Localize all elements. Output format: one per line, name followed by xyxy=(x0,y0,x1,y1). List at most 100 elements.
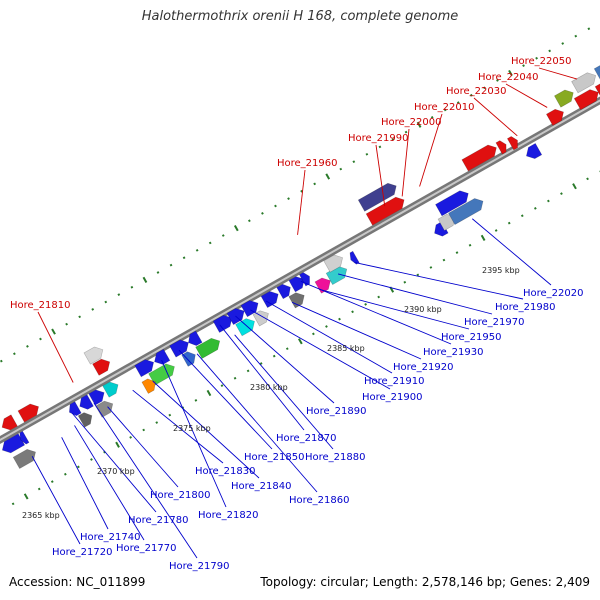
top-leader-6 xyxy=(505,83,548,108)
guide-tick xyxy=(65,322,68,326)
bottom-label-hore_21840: Hore_21840 xyxy=(231,481,292,492)
guide-tick xyxy=(339,167,343,171)
guide-tick xyxy=(313,182,317,186)
bottom-leader-6 xyxy=(161,359,227,508)
guide-tick xyxy=(50,480,54,484)
map-title: Halothermothrix orenii H 168, complete g… xyxy=(141,9,459,24)
guide-tick xyxy=(26,344,29,348)
guide-tick xyxy=(469,93,473,97)
bottom-leader-17 xyxy=(300,280,452,345)
guide-tick xyxy=(364,303,367,306)
guide-tick xyxy=(520,214,524,218)
bottom-leader-5 xyxy=(107,406,179,488)
guide-tick xyxy=(297,338,303,345)
guide-tick xyxy=(129,435,132,439)
bottom-label-hore_21890: Hore_21890 xyxy=(306,406,367,417)
backbone-highlight xyxy=(0,99,600,442)
guide-tick xyxy=(168,413,172,417)
guide-tick xyxy=(365,152,369,156)
gene-arrow-29 xyxy=(298,272,310,287)
guide-tick xyxy=(312,332,315,336)
top-leader-5 xyxy=(473,97,518,137)
gene-arrow-21 xyxy=(212,314,233,333)
guide-tick xyxy=(325,325,328,328)
guide-tick xyxy=(325,173,331,180)
gene-arrow-24 xyxy=(235,318,255,337)
guide-tick xyxy=(442,258,446,262)
gene-arrow-13 xyxy=(134,359,154,378)
guide-tick xyxy=(13,352,16,356)
gene-arrow-27 xyxy=(276,283,291,300)
gene-arrow-33 xyxy=(323,254,343,273)
top-leader-0 xyxy=(37,311,74,383)
gene-arrow-17 xyxy=(169,339,189,358)
top-label-hore_22030: Hore_22030 xyxy=(446,86,507,97)
guide-tick xyxy=(206,389,212,397)
guide-tick xyxy=(483,86,486,90)
bottom-label-hore_22020: Hore_22020 xyxy=(523,288,584,299)
guide-tick xyxy=(208,241,212,245)
top-label-hore_22010: Hore_22010 xyxy=(414,102,475,113)
gene-arrow-46 xyxy=(554,89,574,108)
bottom-label-hore_21780: Hore_21780 xyxy=(128,515,189,526)
gene-arrow-1 xyxy=(17,403,39,423)
scale-label: 2390 kbp xyxy=(404,305,442,314)
guide-tick xyxy=(0,359,3,363)
bottom-leader-20 xyxy=(354,261,524,300)
gene-features xyxy=(1,61,600,469)
bottom-leader-15 xyxy=(265,300,393,374)
top-label-hore_21960: Hore_21960 xyxy=(277,158,338,169)
top-leader-4 xyxy=(419,113,443,187)
bottom-leader-13 xyxy=(235,315,335,404)
gene-arrow-14 xyxy=(154,348,171,365)
guide-tick xyxy=(507,221,511,225)
scale-label: 2375 kbp xyxy=(173,424,211,433)
guide-tick xyxy=(182,256,186,260)
guide-tick xyxy=(130,285,134,289)
guide-tick xyxy=(416,273,420,277)
guide-tick xyxy=(142,428,146,432)
guide-tick xyxy=(522,64,525,68)
genome-stats: Topology: circular; Length: 2,578,146 bp… xyxy=(260,575,590,589)
gene-arrow-2 xyxy=(1,433,26,454)
guide-tick xyxy=(416,121,422,128)
gene-arrow-8 xyxy=(102,381,119,398)
guide-tick xyxy=(285,347,289,351)
guide-tick xyxy=(51,328,56,335)
guide-tick xyxy=(272,354,276,358)
guide-tick xyxy=(535,56,538,60)
guide-tick xyxy=(455,251,459,255)
bottom-leader-12 xyxy=(234,334,334,450)
guide-tick xyxy=(63,472,67,476)
bottom-label-hore_21740: Hore_21740 xyxy=(80,532,141,543)
guide-tick xyxy=(23,493,29,500)
guide-tick xyxy=(259,362,263,365)
guide-tick xyxy=(115,441,120,448)
bottom-label-hore_21820: Hore_21820 xyxy=(198,510,259,521)
gene-arrow-4 xyxy=(12,449,36,469)
guide-tick xyxy=(480,234,486,242)
guide-tick xyxy=(287,197,290,200)
guide-tick xyxy=(443,108,447,112)
guide-tick xyxy=(468,243,472,247)
top-leader-1 xyxy=(297,169,306,235)
gene-arrow-28 xyxy=(288,276,305,293)
guide-tick xyxy=(403,280,407,284)
gene-arrow-47 xyxy=(573,89,599,111)
bottom-leader-0 xyxy=(31,456,81,545)
scale-label: 2395 kbp xyxy=(482,266,520,275)
gene-arrow-48 xyxy=(571,72,597,94)
bottom-leader-10 xyxy=(196,353,318,493)
gene-arrow-18 xyxy=(188,330,203,346)
guide-tick xyxy=(456,101,460,104)
bottom-label-hore_21880: Hore_21880 xyxy=(305,452,366,463)
gene-arrow-3 xyxy=(19,430,30,445)
guide-tick xyxy=(572,183,577,190)
gene-arrow-19 xyxy=(181,351,196,367)
gene-arrow-10 xyxy=(95,400,114,418)
guide-tick xyxy=(560,192,563,195)
guide-tick xyxy=(233,376,237,380)
guide-tick xyxy=(78,315,82,319)
gene-arrow-30 xyxy=(288,292,305,309)
